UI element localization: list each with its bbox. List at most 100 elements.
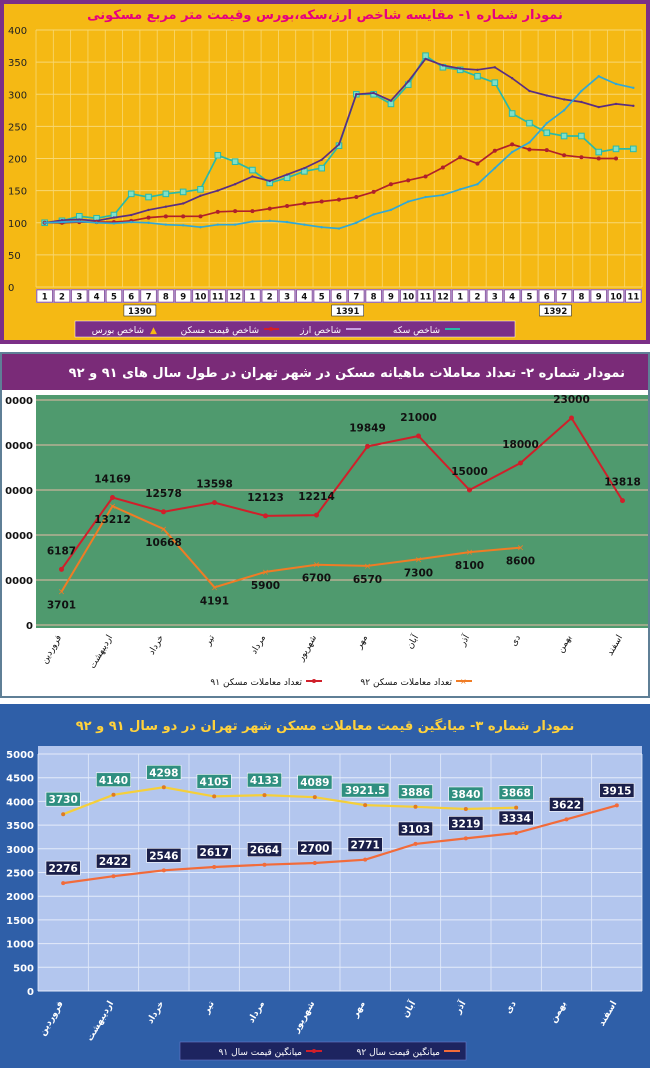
data-label: 3701 (47, 600, 76, 612)
x-tick-box (54, 289, 70, 303)
data-point (528, 89, 531, 93)
x-tick-box (348, 289, 365, 303)
data-label: 6187 (47, 545, 76, 557)
x-tick-label: 11 (420, 293, 432, 303)
data-point (302, 201, 307, 206)
data-point (459, 67, 462, 70)
data-label-box (297, 840, 333, 856)
data-label: 6570 (353, 574, 382, 586)
data-point (422, 52, 429, 60)
data-point (632, 104, 635, 108)
data-point (212, 500, 217, 506)
data-point (544, 148, 549, 153)
year-label: 1392 (544, 307, 568, 317)
y-tick-label: 250 (8, 122, 27, 133)
y-tick-label: 3000 (6, 845, 34, 856)
data-label: 3622 (552, 799, 581, 811)
data-point (579, 155, 584, 160)
x-tick-label: 10 (195, 293, 207, 303)
legend-housing: شاخص قیمت مسکن (181, 326, 259, 336)
data-point (372, 213, 375, 216)
x-tick-label: 11 (212, 293, 224, 303)
x-tick-label: 6 (128, 293, 134, 303)
legend-91: میانگین قیمت سال ۹۱ (219, 1046, 303, 1058)
data-point (564, 817, 569, 822)
data-point (456, 66, 464, 74)
data-label: 3915 (602, 785, 631, 797)
data-label-box (448, 786, 484, 802)
x-tick-label: 4 (301, 293, 307, 303)
data-point (514, 805, 519, 810)
data-point (179, 188, 187, 196)
data-point (75, 213, 83, 220)
chart-2-plot (36, 395, 648, 628)
data-point (510, 76, 514, 80)
data-point (285, 173, 289, 176)
data-label-box (45, 860, 81, 876)
data-point (181, 214, 186, 219)
data-label-box (45, 791, 81, 807)
data-point (467, 487, 472, 493)
data-point (596, 156, 601, 161)
x-tick-label: 4 (509, 293, 515, 303)
x-tick-box (71, 289, 88, 303)
data-point (562, 153, 567, 158)
data-point (263, 513, 268, 519)
data-label: 3840 (451, 789, 480, 801)
x-tick-box (227, 289, 244, 303)
year-box (539, 304, 572, 317)
x-tick-label: 2 (475, 293, 481, 303)
x-tick-box (383, 289, 399, 303)
x-tick-label: 2 (267, 293, 273, 303)
x-tick-box (486, 289, 503, 303)
data-point (407, 200, 410, 203)
x-tick-box (417, 289, 434, 303)
year-label: 1390 (128, 307, 152, 317)
data-point (112, 216, 116, 219)
data-point (365, 443, 370, 449)
y-tick-label: 200 (8, 155, 27, 166)
data-label: 23000 (553, 394, 590, 406)
data-label: 13818 (604, 477, 641, 489)
data-point (337, 143, 341, 146)
data-point (423, 174, 428, 179)
data-label: 3219 (451, 818, 480, 830)
x-tick-box (175, 289, 192, 303)
data-point (562, 109, 566, 112)
x-tick-box (244, 289, 261, 303)
data-point (510, 142, 515, 147)
data-label: 4105 (200, 776, 229, 788)
y-tick-label: 1000 (6, 940, 34, 951)
x-tick-label: 10 (610, 293, 622, 303)
x-tick-box (261, 289, 278, 303)
data-point (164, 223, 168, 226)
data-label: 12214 (298, 491, 335, 503)
data-label: 3886 (401, 787, 430, 799)
x-tick-label: 7 (353, 293, 359, 303)
x-tick-box (140, 289, 157, 303)
chart-3-title: نمودار شماره ۳- میانگین قیمت معاملات مسک… (76, 718, 575, 734)
data-point (251, 175, 254, 178)
data-point (262, 793, 267, 798)
x-tick-box (123, 289, 140, 303)
data-point (560, 132, 568, 140)
data-point (416, 433, 421, 439)
data-point (463, 836, 468, 841)
data-label: 2771 (351, 840, 380, 852)
x-tick-label: 3 (492, 293, 498, 303)
data-point (355, 93, 358, 96)
data-point (387, 100, 395, 108)
x-tick-box (434, 289, 451, 303)
data-point (406, 178, 411, 183)
data-point (251, 220, 254, 223)
data-label: 14169 (94, 473, 131, 485)
data-point: × (364, 562, 372, 572)
data-point: × (313, 561, 321, 571)
data-point (440, 165, 445, 170)
data-point (60, 218, 64, 222)
data-point (303, 223, 306, 226)
data-label-box (448, 816, 484, 831)
x-tick-label: 2 (59, 293, 65, 303)
data-point (59, 566, 64, 572)
data-point (212, 794, 217, 799)
